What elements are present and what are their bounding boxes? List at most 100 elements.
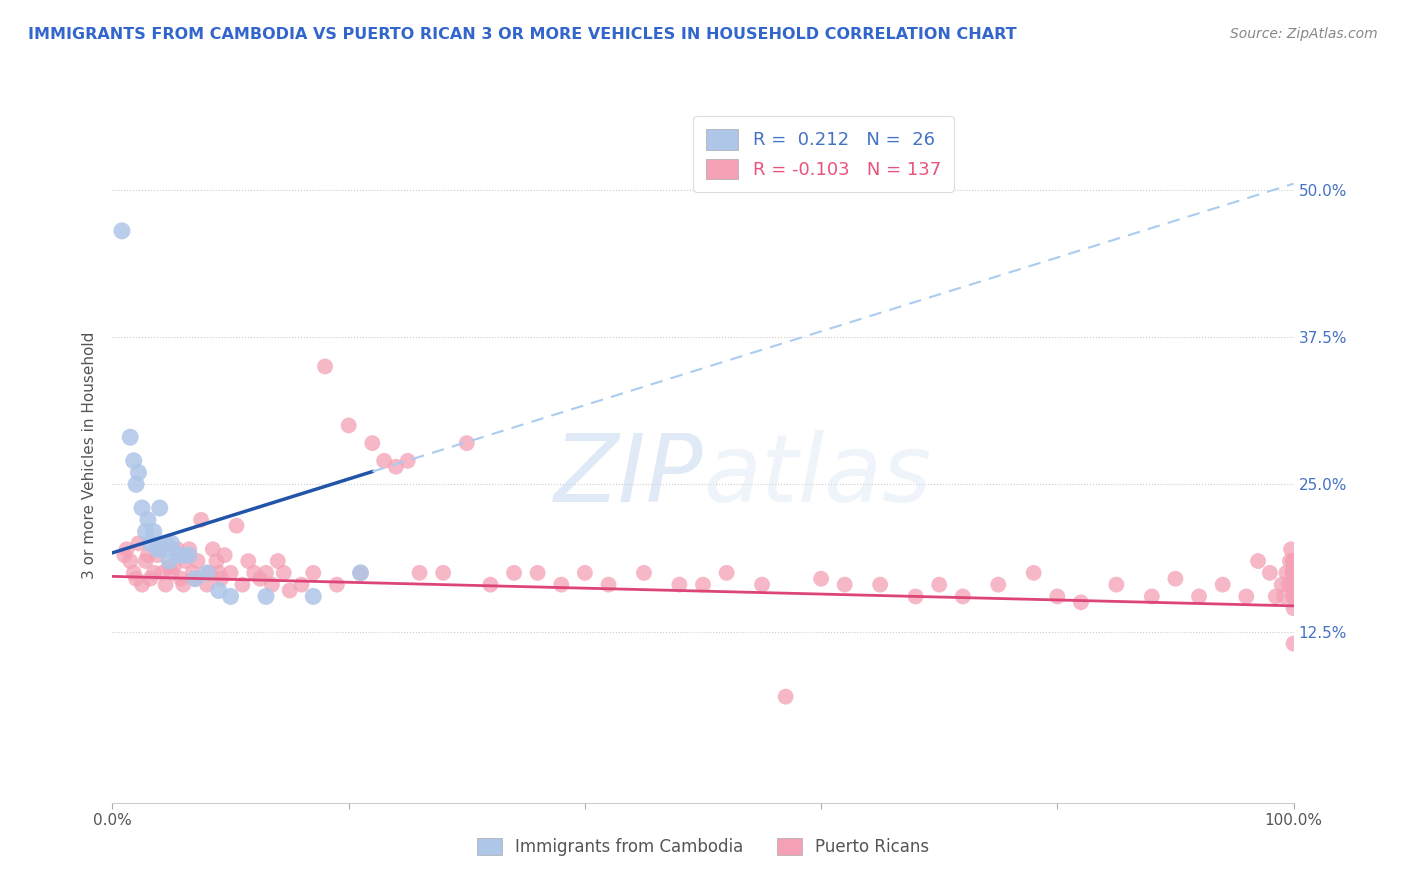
Point	[952, 590, 974, 604]
Text: Source: ZipAtlas.com: Source: ZipAtlas.com	[1230, 27, 1378, 41]
Point	[479, 577, 502, 591]
Point	[1282, 590, 1305, 604]
Point	[1282, 577, 1305, 591]
Point	[1282, 637, 1305, 651]
Point	[1164, 572, 1187, 586]
Point	[1258, 566, 1281, 580]
Point	[1282, 554, 1305, 568]
Point	[302, 590, 325, 604]
Point	[120, 430, 142, 444]
Point	[775, 690, 797, 704]
Point	[904, 590, 927, 604]
Point	[254, 566, 277, 580]
Point	[1070, 595, 1092, 609]
Point	[209, 572, 232, 586]
Point	[337, 418, 360, 433]
Point	[1188, 590, 1211, 604]
Point	[172, 548, 194, 562]
Point	[1282, 590, 1305, 604]
Text: IMMIGRANTS FROM CAMBODIA VS PUERTO RICAN 3 OR MORE VEHICLES IN HOUSEHOLD CORRELA: IMMIGRANTS FROM CAMBODIA VS PUERTO RICAN…	[28, 27, 1017, 42]
Point	[1282, 590, 1305, 604]
Point	[1282, 590, 1305, 604]
Point	[139, 572, 162, 586]
Point	[326, 577, 349, 591]
Point	[231, 577, 253, 591]
Point	[149, 542, 172, 557]
Point	[1282, 566, 1305, 580]
Point	[1282, 554, 1305, 568]
Point	[190, 513, 212, 527]
Point	[1282, 601, 1305, 615]
Point	[174, 554, 197, 568]
Point	[136, 513, 159, 527]
Point	[135, 524, 157, 539]
Point	[1282, 577, 1305, 591]
Point	[361, 436, 384, 450]
Point	[1282, 590, 1305, 604]
Point	[131, 500, 153, 515]
Point	[166, 542, 188, 557]
Point	[136, 548, 159, 562]
Point	[1282, 554, 1305, 568]
Point	[146, 548, 169, 562]
Point	[184, 572, 207, 586]
Point	[179, 548, 201, 562]
Point	[1234, 590, 1257, 604]
Point	[1275, 566, 1298, 580]
Point	[273, 566, 295, 580]
Point	[1282, 577, 1305, 591]
Point	[142, 524, 165, 539]
Point	[1282, 577, 1305, 591]
Point	[396, 454, 419, 468]
Point	[150, 542, 173, 557]
Point	[1247, 554, 1270, 568]
Point	[157, 560, 180, 574]
Point	[135, 554, 157, 568]
Point	[1282, 566, 1305, 580]
Point	[1282, 566, 1305, 580]
Point	[125, 572, 148, 586]
Point	[1282, 590, 1305, 604]
Point	[1282, 566, 1305, 580]
Point	[432, 566, 454, 580]
Point	[1281, 566, 1303, 580]
Point	[260, 577, 283, 591]
Point	[1282, 590, 1305, 604]
Point	[1282, 577, 1305, 591]
Point	[125, 477, 148, 491]
Point	[526, 566, 548, 580]
Point	[155, 577, 177, 591]
Point	[127, 466, 149, 480]
Point	[1282, 577, 1305, 591]
Point	[160, 566, 183, 580]
Point	[385, 459, 408, 474]
Text: atlas: atlas	[703, 430, 931, 521]
Point	[810, 572, 832, 586]
Point	[373, 454, 395, 468]
Point	[195, 577, 218, 591]
Point	[201, 542, 224, 557]
Point	[1105, 577, 1128, 591]
Point	[150, 566, 173, 580]
Point	[208, 566, 231, 580]
Point	[184, 572, 207, 586]
Point	[550, 577, 572, 591]
Point	[1282, 566, 1305, 580]
Point	[869, 577, 891, 591]
Text: ZIP: ZIP	[554, 430, 703, 521]
Point	[166, 548, 188, 562]
Point	[243, 566, 266, 580]
Point	[1282, 566, 1305, 580]
Point	[1282, 577, 1305, 591]
Point	[1282, 590, 1305, 604]
Point	[1212, 577, 1234, 591]
Point	[1282, 554, 1305, 568]
Point	[408, 566, 430, 580]
Point	[1282, 566, 1305, 580]
Point	[1271, 577, 1294, 591]
Point	[1278, 554, 1301, 568]
Point	[139, 536, 162, 550]
Point	[1282, 566, 1305, 580]
Point	[238, 554, 260, 568]
Point	[503, 566, 526, 580]
